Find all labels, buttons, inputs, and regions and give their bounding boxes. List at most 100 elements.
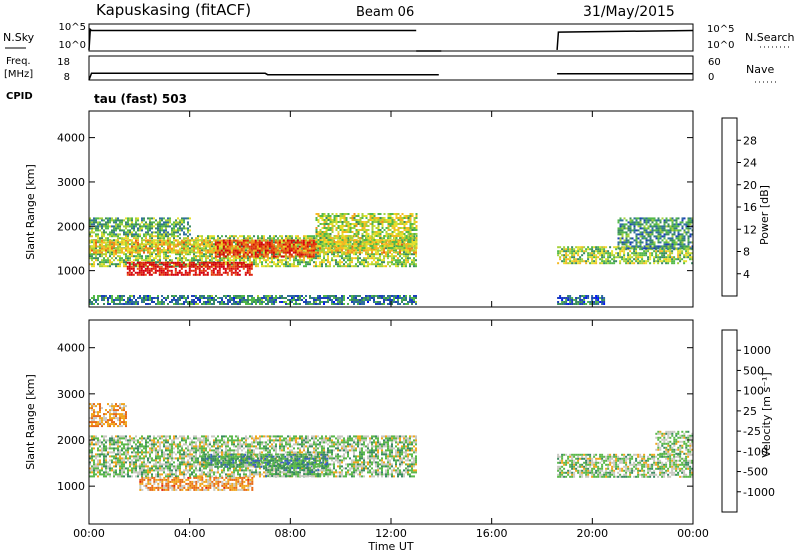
power-cell <box>363 231 366 233</box>
power-cell <box>211 259 213 262</box>
power-cell <box>276 241 279 244</box>
power-cell <box>191 247 193 250</box>
power-cell <box>195 259 197 262</box>
power-cell <box>113 233 115 236</box>
power-cell <box>277 265 279 268</box>
power-cell <box>627 245 630 248</box>
power-cell <box>391 245 394 247</box>
power-cell <box>107 257 109 260</box>
power-cell <box>385 245 388 247</box>
power-cell <box>115 239 117 242</box>
power-cell <box>167 225 169 228</box>
power-cell <box>647 225 650 228</box>
power-cell <box>295 235 297 238</box>
power-cell <box>653 260 656 263</box>
power-cell <box>99 261 101 264</box>
power-cell <box>359 251 361 254</box>
power-cell <box>179 247 181 250</box>
power-cell <box>365 245 368 247</box>
noise-right-tick-top: 10^5 <box>707 24 734 35</box>
power-cell <box>623 258 626 261</box>
power-cell <box>673 247 676 250</box>
power-cell <box>401 223 404 225</box>
power-cell <box>367 213 370 215</box>
power-cell <box>599 252 602 255</box>
power-cell <box>146 261 149 264</box>
power-cell <box>97 229 99 232</box>
power-cell <box>299 263 301 266</box>
power-cell <box>371 255 373 258</box>
power-cell <box>651 219 654 222</box>
power-cell <box>222 251 225 254</box>
power-cell <box>289 259 291 262</box>
power-cell <box>573 258 576 261</box>
power-cell <box>125 243 127 246</box>
power-cell <box>139 255 141 258</box>
power-cell <box>123 241 125 244</box>
power-cell <box>144 273 147 276</box>
power-cell <box>210 271 213 274</box>
power-cell <box>292 255 295 258</box>
power-cell <box>665 217 668 220</box>
power-cell <box>663 233 666 236</box>
power-cell <box>675 217 678 220</box>
power-cell <box>649 258 652 261</box>
power-cell <box>143 239 145 242</box>
power-cell <box>373 233 376 235</box>
power-cell <box>89 235 91 238</box>
power-cell <box>111 243 113 246</box>
power-cell <box>331 219 334 221</box>
power-cell <box>252 241 255 244</box>
power-cell <box>157 229 159 232</box>
power-cell <box>233 257 235 260</box>
power-cell <box>211 247 213 250</box>
power-cell <box>127 243 129 246</box>
power-cell <box>253 251 255 254</box>
power-cell <box>387 229 390 231</box>
power-cell <box>179 233 181 236</box>
power-cell <box>655 237 658 240</box>
power-cell <box>150 273 153 276</box>
power-cell <box>595 256 598 259</box>
power-cell <box>119 255 121 258</box>
power-cell <box>198 269 201 272</box>
power-cell <box>415 235 418 237</box>
power-cell <box>677 239 680 242</box>
power-cell <box>171 235 173 238</box>
power-cell <box>341 249 343 252</box>
power-cell <box>159 239 161 242</box>
power-cell <box>337 225 340 227</box>
power-cell <box>661 247 664 250</box>
power-cell <box>111 217 113 220</box>
power-cell <box>249 249 251 252</box>
power-cell <box>653 225 656 228</box>
power-cell <box>185 243 187 246</box>
power-cell <box>180 273 183 276</box>
power-cell <box>105 247 107 250</box>
power-cell <box>411 261 413 264</box>
power-cell <box>649 231 652 234</box>
power-cell <box>691 262 694 265</box>
power-cell <box>629 219 632 222</box>
power-cell <box>131 249 133 252</box>
power-cell <box>169 243 171 246</box>
power-cell <box>281 259 283 262</box>
power-cell <box>231 235 233 238</box>
power-cell <box>213 247 215 250</box>
power-cell <box>317 213 320 215</box>
power-cell <box>97 227 99 230</box>
power-cell <box>264 245 267 248</box>
power-cell <box>573 250 576 253</box>
power-cell <box>677 225 680 228</box>
power-cell <box>587 258 590 261</box>
power-cell <box>393 235 396 237</box>
power-cell <box>270 249 273 252</box>
power-cell <box>353 235 356 237</box>
power-cell <box>191 257 193 260</box>
power-cell <box>631 221 634 224</box>
power-cell <box>192 263 195 266</box>
power-cell <box>288 243 291 246</box>
power-cell <box>347 245 350 247</box>
power-cell <box>132 273 135 276</box>
power-cell <box>375 233 378 235</box>
